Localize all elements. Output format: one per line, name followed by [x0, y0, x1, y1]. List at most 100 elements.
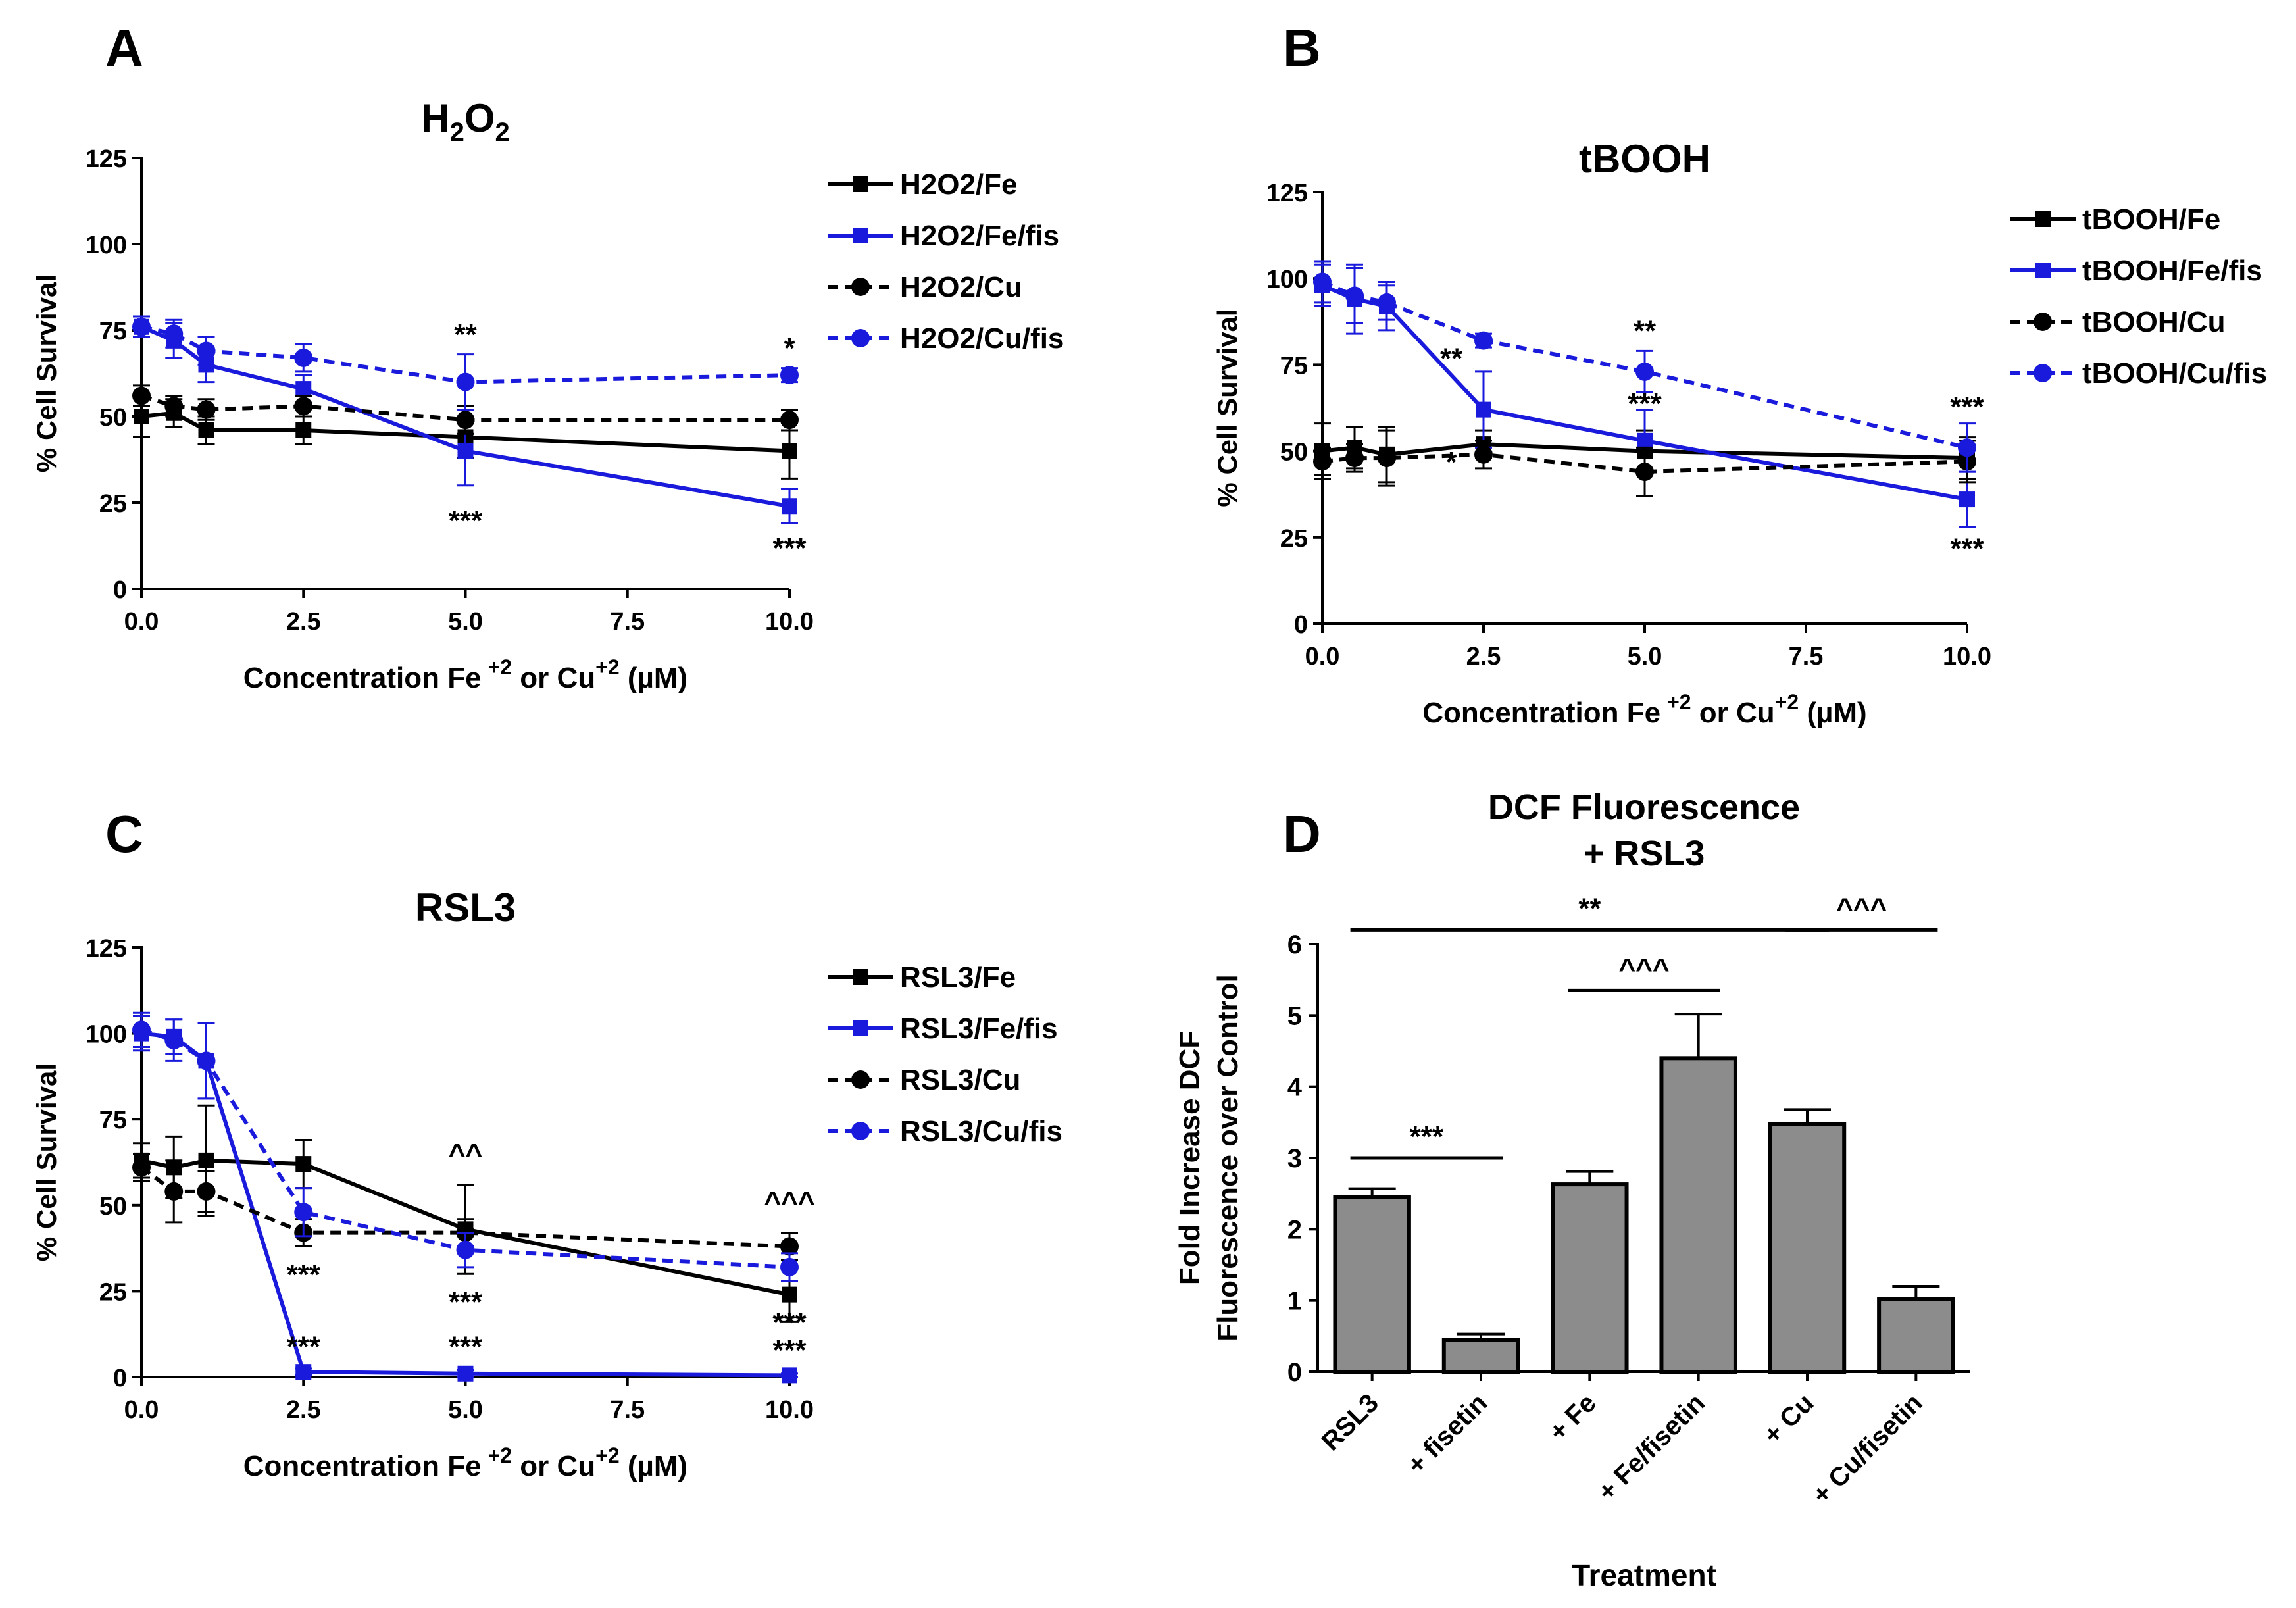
- legend-label: tBOOH/Cu: [2082, 306, 2226, 338]
- legend-marker: [2034, 364, 2052, 382]
- panel-c: C RSL3 0 25 50 75 100 125 0.0 2.5 5.0 7.5 10.0 % Cell…: [31, 805, 1062, 1482]
- data-point: [197, 1051, 216, 1070]
- data-point: [456, 1240, 475, 1259]
- bar-group: + fisetin: [1402, 1332, 1520, 1480]
- y-axis-label: Fluorescence over Control: [1212, 974, 1244, 1341]
- data-point: [1474, 445, 1493, 464]
- legend-entry: tBOOH/Fe: [2010, 203, 2220, 236]
- data-point: [132, 317, 151, 336]
- data-point: [198, 422, 214, 438]
- legend-label: RSL3/Cu: [900, 1064, 1020, 1096]
- y-tick-label: 50: [99, 1193, 127, 1220]
- legend-label: tBOOH/Cu/fis: [2082, 357, 2267, 389]
- x-tick-label: 0.0: [1305, 643, 1340, 670]
- x-tick-label: 2.5: [286, 1396, 321, 1424]
- y-tick-label: 75: [99, 318, 127, 345]
- x-tick-label: + Cu/fisetin: [1807, 1388, 1928, 1509]
- x-tick-label: + Fe: [1543, 1388, 1601, 1446]
- series-h2o2-cu: [132, 384, 799, 435]
- x-axis-label: Concentration Fe +2 or Cu+2 (µM): [243, 1444, 687, 1482]
- significance-mark: ^^^: [1618, 953, 1669, 985]
- series-rsl3-cu: [132, 1152, 799, 1261]
- data-point: [782, 1286, 797, 1303]
- y-tick-label: 25: [1280, 525, 1308, 553]
- x-tick-label: 7.5: [610, 608, 645, 636]
- legend-entry: tBOOH/Fe/fis: [2010, 255, 2262, 287]
- legend-entry: RSL3/Fe/fis: [828, 1013, 1058, 1045]
- bar: [1768, 1122, 1847, 1374]
- chart-title: DCF Fluorescence: [1488, 788, 1800, 827]
- data-point: [782, 443, 797, 459]
- y-tick-label: 50: [99, 404, 127, 432]
- y-tick-label: 100: [86, 1021, 127, 1049]
- data-point: [1474, 331, 1493, 350]
- significance-mark: *: [1445, 446, 1457, 478]
- series-rsl3-cu-fis: [132, 1011, 799, 1282]
- y-tick-label: 50: [1280, 439, 1308, 466]
- data-point: [780, 1237, 799, 1256]
- legend-label: H2O2/Cu: [900, 271, 1022, 303]
- legend-label: RSL3/Fe/fis: [900, 1013, 1058, 1045]
- significance-mark: ^^^: [1836, 892, 1887, 924]
- data-point: [197, 341, 216, 361]
- text-part: Concentration Fe: [243, 1450, 482, 1482]
- data-point: [294, 348, 313, 367]
- x-tick-label: 5.0: [448, 1396, 483, 1424]
- data-point: [295, 1156, 312, 1172]
- data-point: [1345, 286, 1364, 305]
- data-point: [1345, 449, 1364, 468]
- x-tick-label: 10.0: [765, 1396, 814, 1424]
- text-part: +2: [1775, 690, 1799, 714]
- y-tick-label: 125: [1266, 180, 1308, 207]
- series-line: [140, 1165, 790, 1249]
- data-point: [1313, 272, 1332, 291]
- bar-group: + Fe: [1543, 1170, 1629, 1447]
- x-tick-label: 10.0: [1943, 643, 1991, 670]
- chart-subtitle: + RSL3: [1584, 834, 1705, 873]
- significance-mark: ***: [449, 1286, 483, 1319]
- bar-group: RSL3: [1316, 1187, 1411, 1457]
- text-part: +2: [595, 1444, 619, 1467]
- x-axis-label: Concentration Fe +2 or Cu+2 (µM): [1422, 690, 1866, 729]
- data-point: [1313, 452, 1332, 471]
- data-point: [295, 1364, 312, 1380]
- y-tick-label: 4: [1287, 1073, 1303, 1102]
- text-part: (µM): [620, 662, 688, 694]
- significance-mark: ***: [449, 1331, 483, 1363]
- data-point: [1635, 362, 1654, 381]
- legend-marker: [2035, 211, 2051, 227]
- data-point: [295, 422, 312, 438]
- chart-title: H2O2: [421, 96, 510, 147]
- data-point: [782, 1367, 797, 1384]
- text-part: Concentration Fe: [1422, 697, 1660, 729]
- y-tick-label: 2: [1287, 1215, 1302, 1244]
- y-tick-label: 75: [99, 1107, 127, 1134]
- data-point: [457, 1365, 474, 1382]
- significance-mark: **: [1634, 315, 1657, 347]
- text-part: +2: [488, 1444, 512, 1467]
- data-point: [294, 1203, 313, 1222]
- x-axis-label: Treatment: [1572, 1558, 1716, 1592]
- y-tick-label: 0: [113, 1365, 127, 1392]
- legend-entry: tBOOH/Cu/fis: [2010, 357, 2267, 389]
- panel-letter: C: [105, 805, 143, 863]
- panel-letter: B: [1283, 18, 1321, 77]
- significance-mark: **: [1440, 343, 1463, 375]
- text-part: H: [421, 96, 449, 140]
- legend-marker: [851, 278, 870, 296]
- data-point: [456, 411, 475, 430]
- data-point: [198, 1152, 214, 1168]
- data-point: [457, 443, 474, 459]
- x-tick-label: 2.5: [286, 608, 321, 636]
- legend-entry: H2O2/Cu/fis: [828, 322, 1064, 355]
- legend-label: H2O2/Cu/fis: [900, 322, 1064, 355]
- data-point: [1959, 491, 1975, 508]
- data-point: [132, 386, 151, 405]
- text-part: +2: [1667, 690, 1691, 714]
- x-tick-label: + Fe/fisetin: [1592, 1388, 1710, 1507]
- significance-mark: ***: [1950, 532, 1984, 565]
- significance-mark: ^^^: [764, 1186, 814, 1219]
- legend-entry: RSL3/Fe: [828, 961, 1016, 993]
